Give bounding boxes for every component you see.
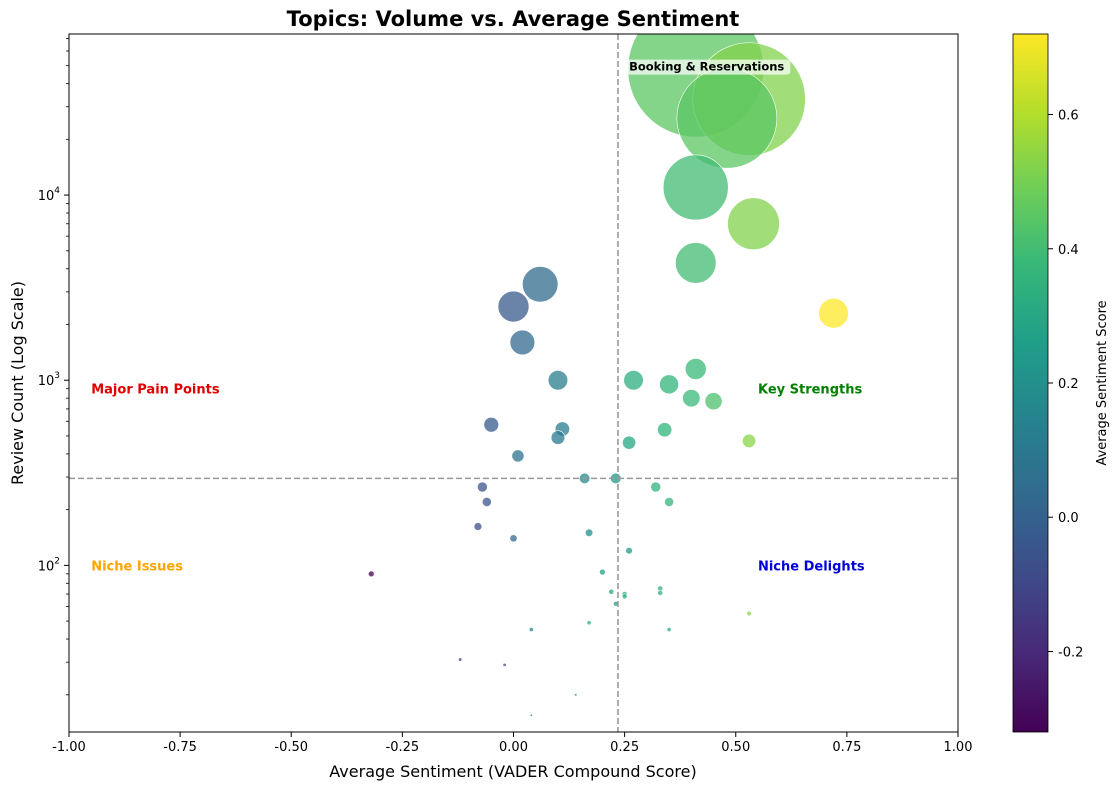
annotations-layer: Major Pain Points Key Strengths Niche Issu…: [91, 60, 865, 575]
x-tick-label: -0.25: [386, 740, 420, 755]
colorbar-tick-label: -0.2: [1058, 645, 1083, 660]
x-tick-label: -0.75: [163, 740, 197, 755]
data-point: [483, 416, 500, 433]
x-tick-label: -0.50: [274, 740, 308, 755]
data-point: [584, 528, 594, 537]
data-point: [662, 154, 729, 221]
y-axis-ticks: 102 103 104: [38, 38, 69, 696]
data-point: [625, 547, 633, 555]
data-point: [682, 389, 701, 408]
data-point: [704, 392, 723, 411]
y-axis-label: Review Count (Log Scale): [8, 281, 27, 485]
x-tick-label: 0.50: [721, 740, 750, 755]
data-point: [608, 588, 615, 595]
quadrant-label: Key Strengths: [758, 383, 862, 398]
data-point: [746, 610, 752, 617]
data-point: [497, 290, 530, 323]
data-point: [657, 422, 673, 438]
colorbar-ticks: -0.2 0.0 0.2 0.4 0.6: [1048, 109, 1083, 660]
data-point: [477, 481, 488, 493]
colorbar-tick-label: 0.6: [1058, 109, 1079, 124]
data-point: [550, 430, 566, 445]
data-point: [528, 627, 534, 632]
y-tick-label: 103: [38, 371, 60, 389]
x-tick-label: -1.00: [52, 740, 86, 755]
data-point: [621, 593, 628, 600]
data-point: [742, 433, 757, 448]
data-point: [574, 693, 578, 697]
data-point: [666, 627, 672, 632]
data-point: [522, 266, 559, 303]
colorbar-tick-label: 0.2: [1058, 377, 1079, 392]
colorbar-tick-label: 0.0: [1058, 511, 1079, 526]
data-point: [368, 570, 375, 578]
reference-lines: [69, 34, 958, 732]
data-point: [623, 370, 644, 391]
data-point: [664, 497, 674, 507]
y-tick-label: 104: [38, 186, 61, 204]
x-tick-label: 0.00: [499, 740, 528, 755]
data-point: [657, 589, 664, 596]
points-layer: [368, 34, 849, 717]
data-point: [481, 497, 492, 507]
annotation-background: [626, 59, 791, 75]
data-point: [659, 374, 679, 395]
quadrant-label: Niche Delights: [758, 559, 865, 574]
data-point: [502, 662, 507, 667]
data-point: [622, 435, 637, 450]
data-point: [547, 370, 569, 391]
quadrant-label: Major Pain Points: [91, 383, 220, 398]
y-tick-label: 102: [38, 556, 60, 574]
x-tick-label: 1.00: [944, 740, 973, 755]
colorbar-label: Average Sentiment Score: [1095, 300, 1110, 465]
colorbar: [1012, 33, 1049, 733]
data-point: [818, 298, 849, 329]
x-axis-label: Average Sentiment (VADER Compound Score): [329, 762, 696, 781]
colorbar-tick-label: 0.4: [1058, 243, 1079, 258]
data-point: [676, 67, 778, 169]
data-point: [511, 449, 525, 463]
annotation-label: Booking & Reservations: [629, 60, 784, 74]
data-point: [586, 620, 592, 626]
data-point: [727, 197, 780, 250]
x-tick-label: 0.25: [610, 740, 639, 755]
x-axis-ticks: -1.00 -0.75 -0.50 -0.25 0.00 0.25 0.50 0.75 1.00: [52, 732, 972, 755]
data-point: [599, 568, 606, 576]
data-point: [473, 522, 483, 531]
data-point: [675, 242, 717, 284]
data-point: [458, 657, 463, 662]
data-point: [509, 329, 536, 356]
data-point: [509, 534, 518, 543]
data-point: [650, 481, 662, 493]
quadrant-label: Niche Issues: [91, 559, 183, 574]
data-point: [529, 713, 533, 717]
chart-title: Topics: Volume vs. Average Sentiment: [287, 7, 740, 31]
data-point: [684, 358, 707, 380]
x-tick-label: 0.75: [832, 740, 861, 755]
